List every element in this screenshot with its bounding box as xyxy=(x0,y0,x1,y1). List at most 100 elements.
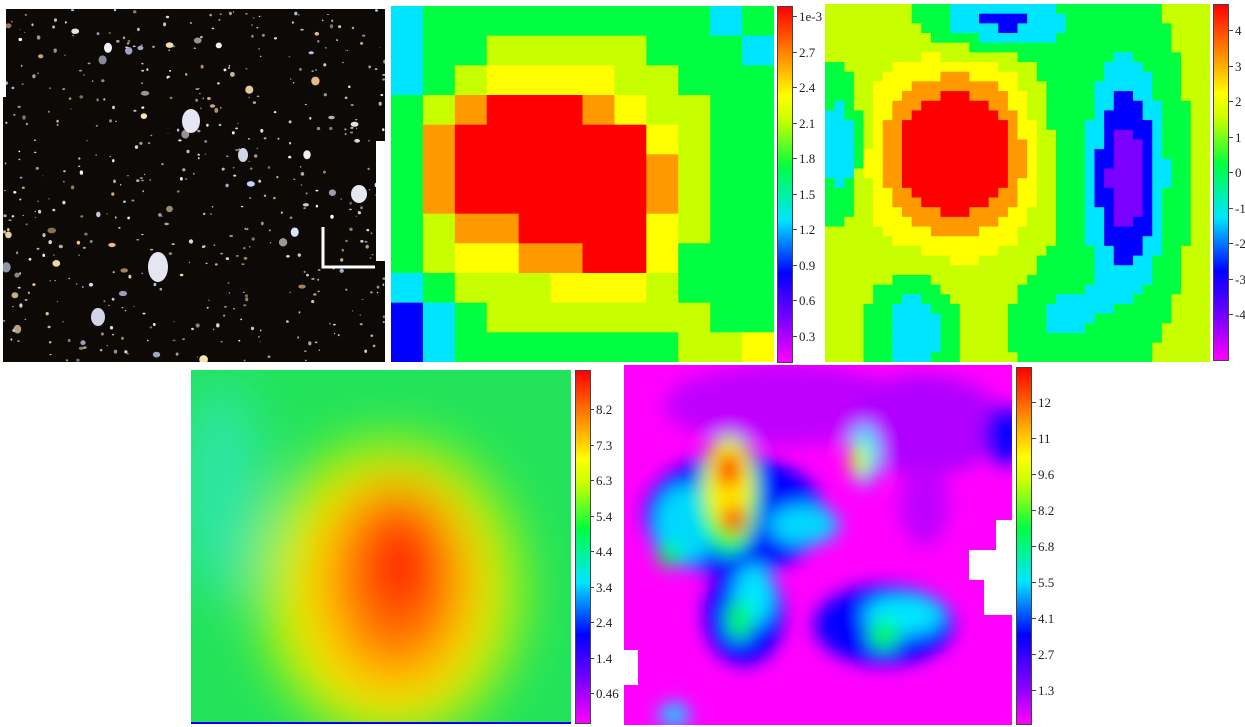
map-pixel xyxy=(1094,42,1105,53)
map-pixel xyxy=(614,332,647,362)
map-pixel xyxy=(940,23,951,34)
map-pixel xyxy=(1123,120,1134,131)
map-pixel xyxy=(959,313,970,324)
map-pixel xyxy=(1075,216,1086,228)
map-pixel xyxy=(1027,245,1038,257)
map-pixel xyxy=(1094,91,1105,102)
map-pixel xyxy=(863,274,874,286)
star-point xyxy=(84,232,88,236)
map-pixel xyxy=(1094,187,1105,199)
pixelated-density-map-panel: 1e-3 2.7 2.4 2.1 1.8 1.5 1.2 0.9 0.6 0.3 xyxy=(391,6,822,366)
map-pixel xyxy=(930,265,942,276)
map-pixel xyxy=(1113,187,1124,199)
map-pixel xyxy=(1075,33,1086,44)
star-point xyxy=(64,54,66,56)
map-pixel xyxy=(1200,187,1210,199)
map-pixel xyxy=(1190,81,1201,92)
map-pixel xyxy=(1171,342,1182,353)
star-point xyxy=(106,345,109,347)
map-pixel xyxy=(873,100,884,112)
map-pixel xyxy=(921,158,932,170)
map-pixel xyxy=(1104,23,1115,34)
map-pixel xyxy=(902,323,913,334)
map-pixel xyxy=(853,274,865,286)
colorbar-tick-label: 4.4 xyxy=(589,544,613,559)
map-pixel xyxy=(1142,352,1153,362)
map-pixel xyxy=(1181,178,1192,189)
map-pixel xyxy=(950,294,961,305)
map-pixel xyxy=(1133,62,1144,73)
map-pixel xyxy=(882,303,893,315)
map-pixel xyxy=(844,33,855,44)
star-point xyxy=(240,318,243,321)
map-pixel xyxy=(1046,284,1057,295)
star-point xyxy=(70,9,75,11)
map-pixel xyxy=(979,120,990,131)
map-pixel xyxy=(940,265,951,276)
star-point xyxy=(318,349,321,352)
map-pixel xyxy=(979,284,990,295)
map-pixel xyxy=(979,294,990,305)
map-pixel xyxy=(911,207,922,218)
colorbar-tick-label: 0.46 xyxy=(590,686,619,701)
map-pixel xyxy=(998,352,1009,362)
map-pixel xyxy=(969,42,980,53)
map-pixel xyxy=(1181,216,1192,228)
map-pixel xyxy=(979,168,990,179)
map-pixel xyxy=(902,332,913,344)
map-pixel xyxy=(1200,33,1210,44)
colorbar-tick-label: 2.4 xyxy=(792,80,816,95)
star-point xyxy=(280,211,283,214)
map-pixel xyxy=(998,62,1009,73)
map-pixel xyxy=(998,294,1009,305)
map-pixel xyxy=(998,207,1009,218)
map-pixel xyxy=(940,168,951,179)
map-pixel xyxy=(1190,139,1201,150)
map-pixel xyxy=(1036,313,1047,324)
map-pixel xyxy=(921,33,932,44)
map-pixel xyxy=(1065,284,1076,295)
map-pixel xyxy=(742,302,774,333)
map-pixel xyxy=(1094,129,1105,141)
map-pixel xyxy=(921,207,932,218)
map-pixel xyxy=(998,110,1009,121)
map-pixel xyxy=(950,158,961,170)
map-pixel xyxy=(1027,303,1038,315)
map-pixel xyxy=(911,197,922,208)
star-point xyxy=(345,49,347,51)
map-pixel xyxy=(486,184,520,215)
map-pixel xyxy=(1056,313,1067,324)
map-pixel xyxy=(834,216,845,228)
map-pixel xyxy=(959,168,970,179)
star-point xyxy=(38,54,44,59)
map-pixel xyxy=(834,236,845,247)
star-point xyxy=(78,157,81,160)
star-point xyxy=(195,98,198,102)
map-pixel xyxy=(742,273,774,304)
colorbar-tick-label: 5.5 xyxy=(1031,575,1055,590)
map-pixel xyxy=(1075,168,1086,179)
map-pixel xyxy=(825,168,836,179)
map-pixel xyxy=(1036,110,1047,121)
map-pixel xyxy=(844,129,855,141)
map-pixel xyxy=(959,110,970,121)
map-pixel xyxy=(582,124,616,155)
map-pixel xyxy=(1027,110,1038,121)
map-pixel xyxy=(950,110,961,121)
map-pixel xyxy=(1152,216,1163,228)
map-pixel xyxy=(921,120,932,131)
map-pixel xyxy=(1056,226,1067,237)
map-pixel xyxy=(1075,13,1086,24)
map-pixel xyxy=(678,95,711,126)
map-pixel xyxy=(742,65,774,96)
map-pixel xyxy=(486,95,520,126)
map-pixel xyxy=(1190,23,1201,34)
map-pixel xyxy=(834,33,845,44)
map-pixel xyxy=(988,216,999,228)
map-pixel xyxy=(1104,71,1115,83)
star-point xyxy=(382,128,385,131)
star-point xyxy=(184,178,188,180)
colorbar-tick-label: 3.4 xyxy=(589,579,613,595)
star-point xyxy=(109,155,112,158)
star-point xyxy=(228,64,231,67)
